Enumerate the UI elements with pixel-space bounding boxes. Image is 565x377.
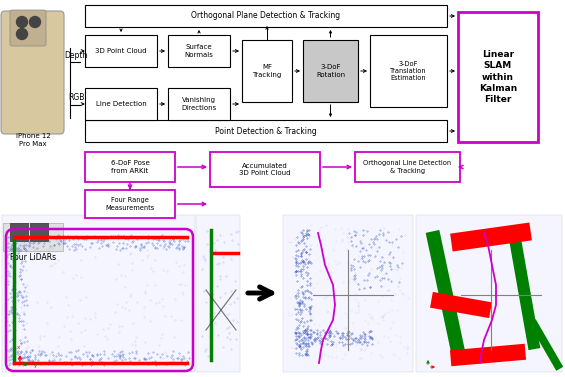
Bar bbox=[355, 152, 460, 182]
Bar bbox=[283, 215, 413, 372]
Bar bbox=[3, 223, 63, 251]
Bar bbox=[168, 35, 230, 67]
Bar bbox=[196, 215, 240, 372]
Text: Four Range
Measurements: Four Range Measurements bbox=[106, 197, 155, 211]
Text: Vanishing
Directions: Vanishing Directions bbox=[181, 97, 216, 111]
Circle shape bbox=[29, 17, 41, 28]
Bar bbox=[458, 12, 538, 142]
Text: Linear
SLAM
within
Kalman
Filter: Linear SLAM within Kalman Filter bbox=[479, 50, 517, 104]
Bar bbox=[85, 5, 447, 27]
Bar bbox=[10, 223, 28, 241]
Text: Depth: Depth bbox=[64, 51, 88, 60]
Text: 6-DoF Pose
from ARKit: 6-DoF Pose from ARKit bbox=[111, 160, 149, 174]
Polygon shape bbox=[529, 319, 563, 371]
FancyBboxPatch shape bbox=[10, 10, 46, 46]
Bar bbox=[85, 152, 175, 182]
Text: Orthogonal Plane Detection & Tracking: Orthogonal Plane Detection & Tracking bbox=[192, 12, 341, 20]
Bar bbox=[85, 88, 157, 120]
Text: Orthogonal Line Detection
& Tracking: Orthogonal Line Detection & Tracking bbox=[363, 160, 451, 174]
Text: MF
Tracking: MF Tracking bbox=[253, 64, 281, 78]
Circle shape bbox=[16, 29, 28, 40]
FancyBboxPatch shape bbox=[1, 11, 64, 134]
Bar bbox=[85, 35, 157, 67]
Polygon shape bbox=[450, 344, 526, 366]
Text: 3-DoF
Rotation: 3-DoF Rotation bbox=[316, 64, 345, 78]
Bar bbox=[2, 215, 195, 372]
Polygon shape bbox=[508, 230, 540, 350]
Bar bbox=[370, 35, 447, 107]
Bar bbox=[168, 88, 230, 120]
Text: iPhone 12
Pro Max: iPhone 12 Pro Max bbox=[16, 133, 50, 147]
Text: y: y bbox=[34, 363, 37, 368]
Bar bbox=[85, 190, 175, 218]
Text: RGB: RGB bbox=[68, 93, 84, 103]
Text: x: x bbox=[16, 345, 20, 350]
Text: 3-DoF
Translation
Estimation: 3-DoF Translation Estimation bbox=[390, 60, 427, 81]
Bar bbox=[210, 152, 320, 187]
Bar bbox=[416, 215, 562, 372]
Polygon shape bbox=[450, 222, 532, 251]
Bar bbox=[30, 223, 48, 241]
Text: 3D Point Cloud: 3D Point Cloud bbox=[95, 48, 147, 54]
Bar bbox=[242, 40, 292, 102]
Bar bbox=[85, 120, 447, 142]
Text: Accumulated
3D Point Cloud: Accumulated 3D Point Cloud bbox=[239, 163, 291, 176]
Text: Four LiDARs: Four LiDARs bbox=[10, 253, 56, 262]
Text: Point Detection & Tracking: Point Detection & Tracking bbox=[215, 127, 317, 135]
Bar bbox=[303, 40, 358, 102]
Text: Surface
Normals: Surface Normals bbox=[185, 44, 214, 58]
Circle shape bbox=[16, 17, 28, 28]
Polygon shape bbox=[425, 230, 466, 360]
Text: Line Detection: Line Detection bbox=[95, 101, 146, 107]
Polygon shape bbox=[430, 292, 492, 318]
